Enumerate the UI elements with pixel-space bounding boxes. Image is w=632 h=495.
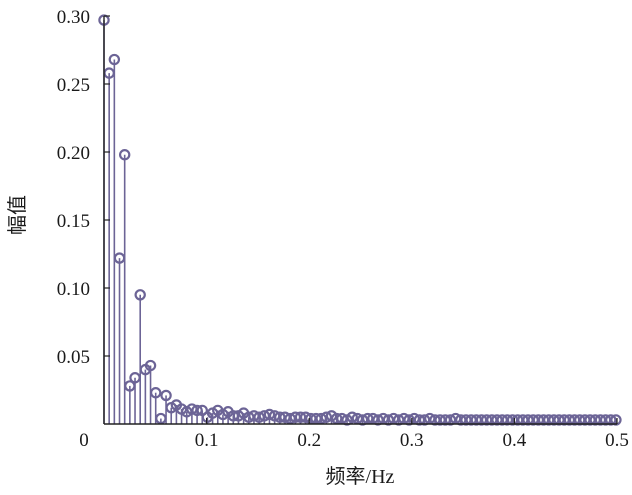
y-tick-label: 0.10 — [57, 279, 90, 300]
x-ticks: 0 0.1 0.2 0.3 0.4 0.5 — [79, 418, 629, 451]
stem-marker — [424, 412, 436, 425]
stem-marker — [336, 412, 348, 425]
y-axis-title: 幅值 — [6, 195, 29, 235]
stem-marker — [351, 412, 364, 425]
y-ticks: 0.05 0.10 0.15 0.20 0.25 0.30 — [57, 7, 110, 368]
stem-marker — [268, 410, 281, 422]
stem-marker — [150, 387, 162, 399]
y-tick-label: 0.15 — [57, 211, 90, 232]
stem-marker — [377, 412, 389, 425]
stem-marker — [367, 412, 379, 425]
stem-marker — [144, 359, 157, 372]
stem-marker — [299, 411, 312, 423]
stem-marker — [118, 149, 131, 161]
stem-marker — [398, 412, 410, 425]
stem-marker — [449, 412, 462, 425]
x-tick-label: 0.4 — [503, 430, 527, 451]
stem-marker — [186, 403, 198, 415]
x-tick-label: 0.2 — [297, 430, 321, 451]
x-tick-label: 0.3 — [400, 430, 424, 451]
stem-series — [98, 14, 622, 426]
x-tick-label: 0 — [79, 430, 89, 451]
y-tick-label: 0.30 — [57, 7, 90, 28]
x-axis-title: 频率/Hz — [326, 465, 395, 488]
stem-marker — [387, 412, 400, 425]
x-tick-label: 0.5 — [605, 430, 629, 451]
x-tick-label: 0.1 — [195, 430, 219, 451]
y-tick-label: 0.25 — [57, 75, 90, 96]
stem-marker — [263, 408, 276, 421]
stem-marker — [248, 410, 260, 422]
stem-marker — [108, 53, 121, 66]
stem-marker — [134, 289, 146, 301]
y-tick-label: 0.20 — [57, 143, 90, 164]
axes — [103, 16, 617, 425]
y-tick-label: 0.05 — [57, 347, 90, 368]
stem-marker — [408, 412, 420, 425]
stem-marker — [160, 389, 172, 402]
stem-marker — [346, 411, 358, 423]
stem-marker — [279, 411, 291, 423]
